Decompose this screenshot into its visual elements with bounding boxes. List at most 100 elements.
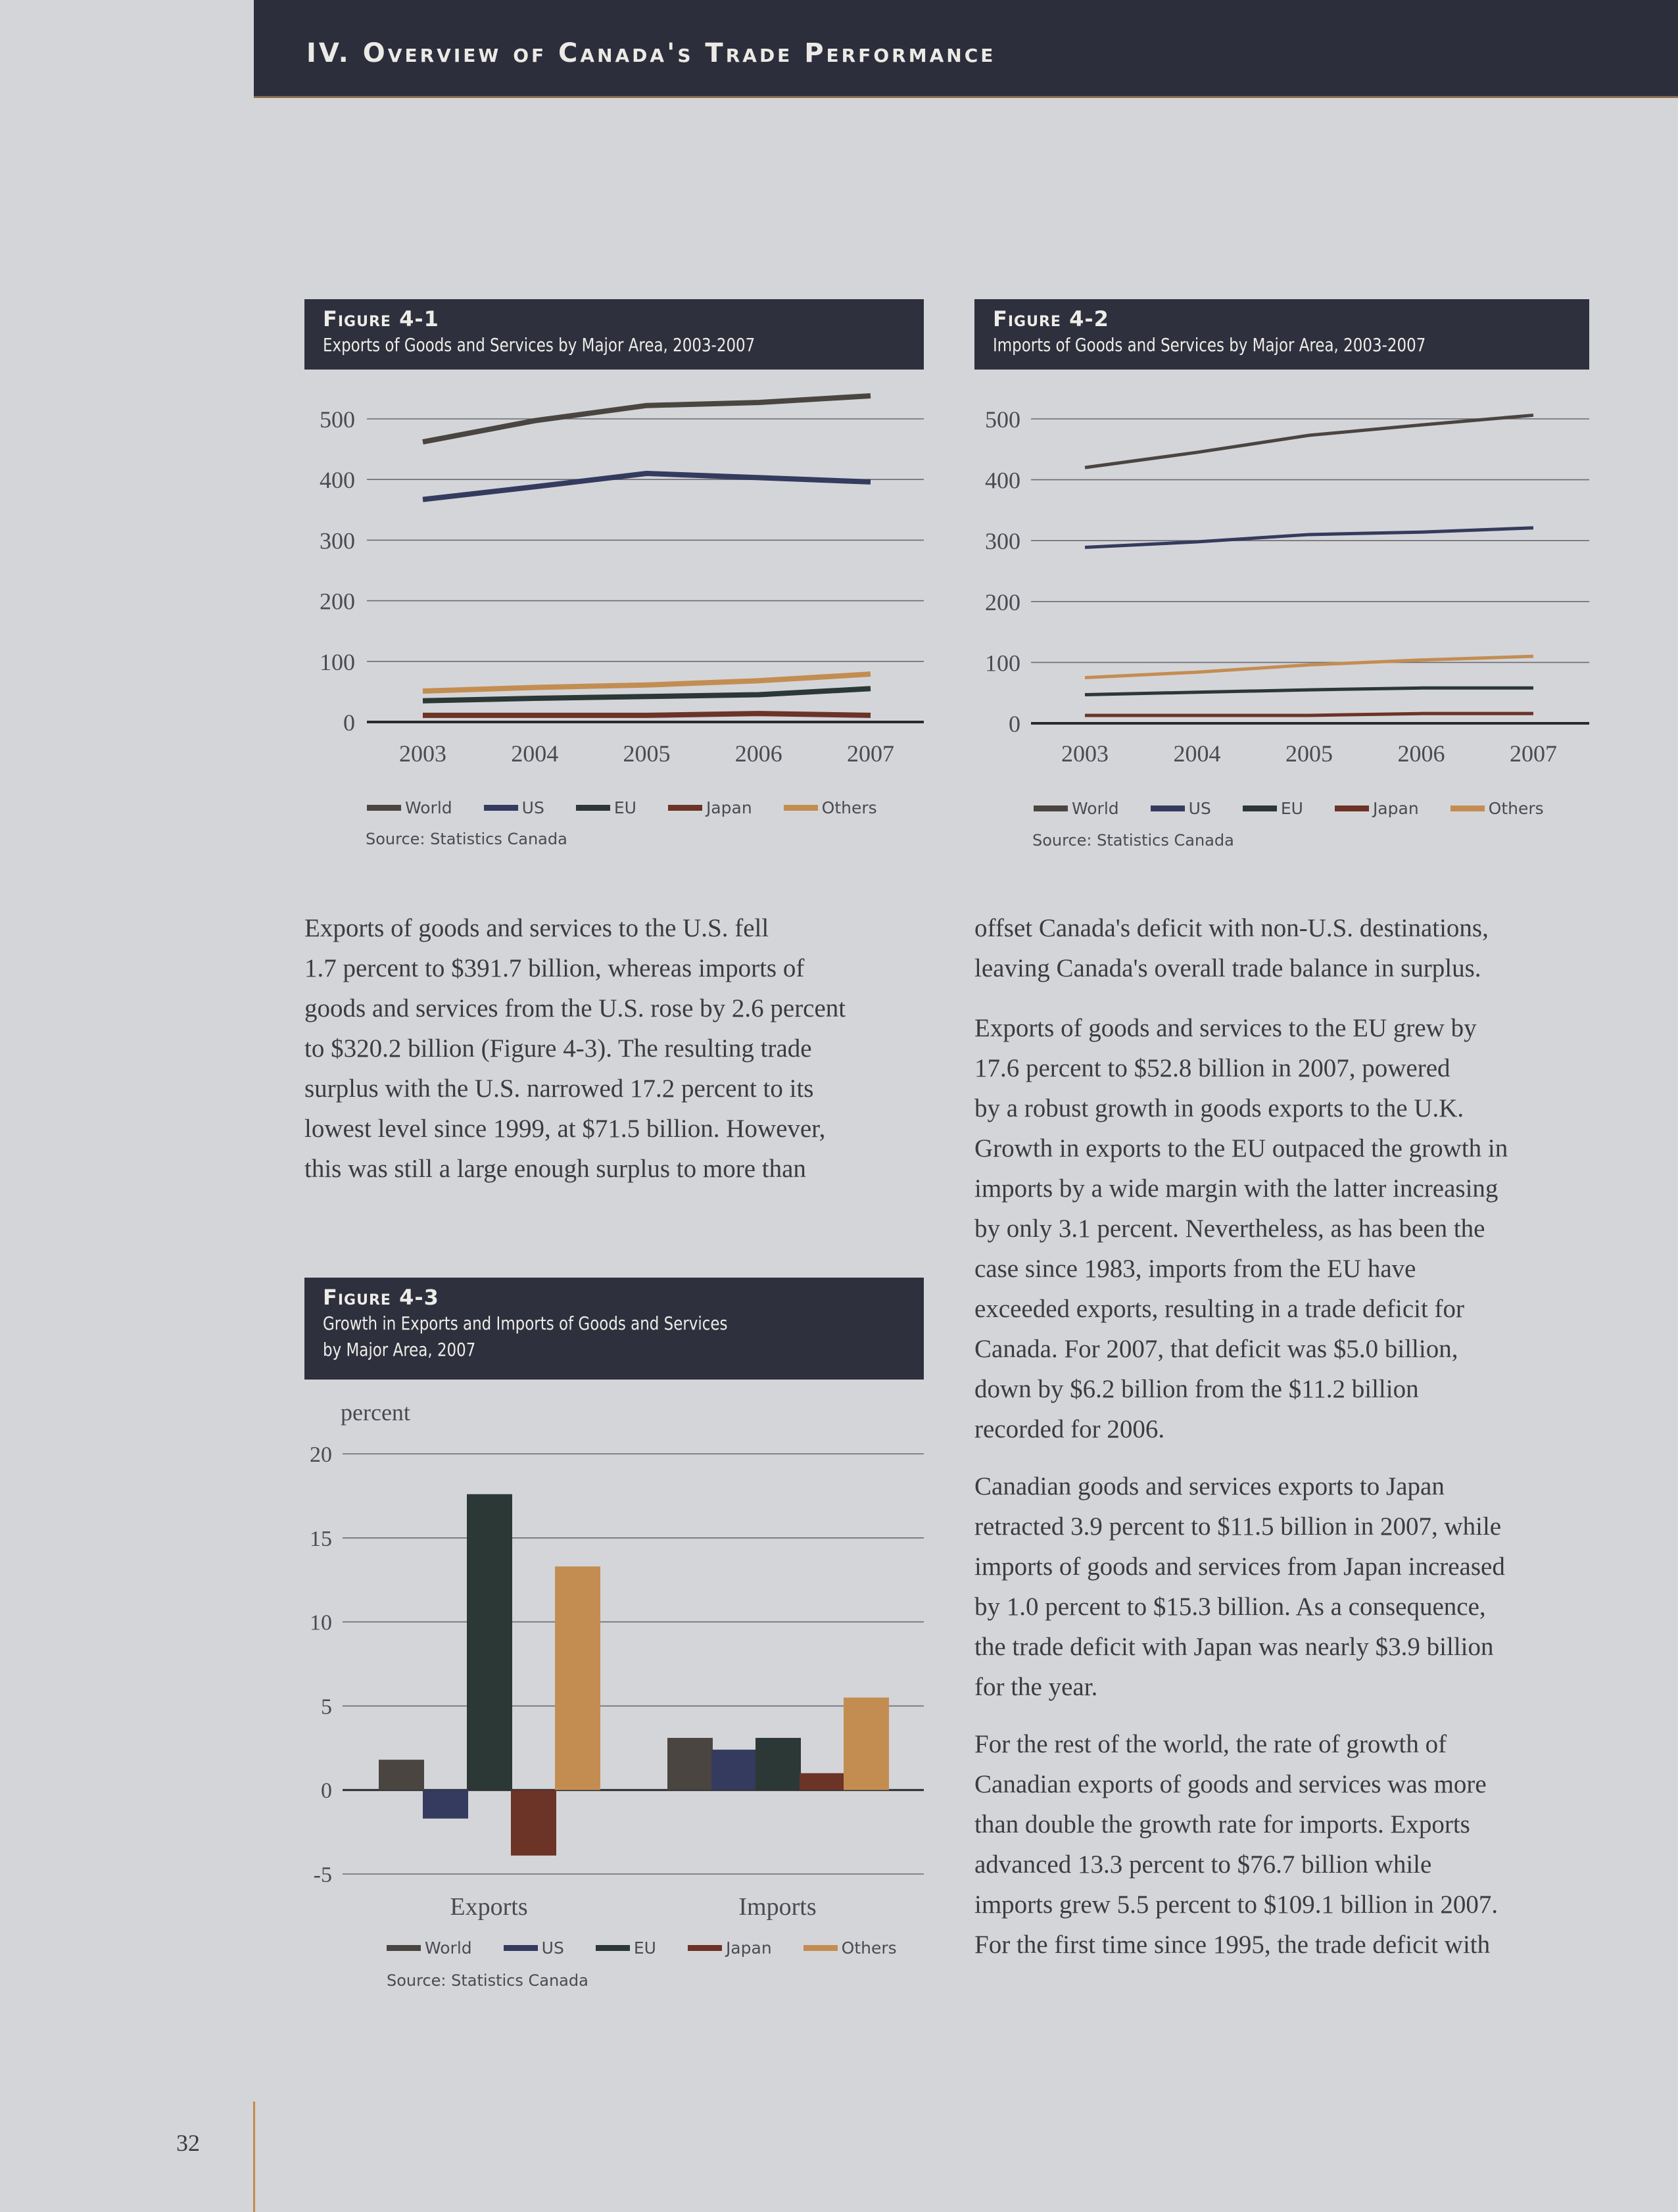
category-label: Imports xyxy=(738,1893,816,1921)
legend-item-eu: EU xyxy=(575,798,636,817)
text-line: advanced 13.3 percent to $76.7 billion w… xyxy=(974,1850,1432,1879)
text-line: Canadian exports of goods and services w… xyxy=(974,1770,1487,1798)
text-line: retracted 3.9 percent to $11.5 billion i… xyxy=(974,1512,1502,1541)
y-tick-label: 15 xyxy=(310,1527,332,1551)
legend-label: World xyxy=(1072,799,1119,818)
legend-item-us: US xyxy=(503,1938,564,1958)
body-paragraph: Canadian goods and services exports to J… xyxy=(974,1466,1505,1707)
figure-4-3-legend: World US EU Japan Others xyxy=(387,1938,928,1958)
legend-item-us: US xyxy=(483,798,544,817)
y-tick-label: 200 xyxy=(985,589,1020,615)
category-label: Exports xyxy=(450,1893,527,1921)
figure-number: Figure 4-2 xyxy=(993,306,1109,331)
legend-label: World xyxy=(405,798,452,817)
legend-item-japan: Japan xyxy=(667,798,752,817)
section-header: IV. Overview of Canada's Trade Performan… xyxy=(254,0,1678,98)
text-line: by a robust growth in goods exports to t… xyxy=(974,1094,1464,1122)
series-line-us xyxy=(1084,526,1534,549)
legend-item-others: Others xyxy=(783,798,877,817)
legend-swatch xyxy=(667,805,702,811)
legend-label: US xyxy=(541,1938,564,1958)
y-tick-label: -5 xyxy=(314,1863,332,1887)
text-line: imports grew 5.5 percent to $109.1 billi… xyxy=(974,1890,1498,1919)
text-line: surplus with the U.S. narrowed 17.2 perc… xyxy=(304,1074,814,1103)
x-tick-label: 2005 xyxy=(1285,740,1333,767)
figure-number: Figure 4-3 xyxy=(323,1285,439,1310)
figure-4-2-header: Figure 4-2 Imports of Goods and Services… xyxy=(974,299,1589,370)
x-tick-label: 2007 xyxy=(847,740,894,767)
y-tick-label: 0 xyxy=(1009,711,1020,737)
bar-exports-others xyxy=(555,1566,600,1791)
x-tick-label: 2005 xyxy=(623,740,671,767)
legend-item-world: World xyxy=(387,1938,472,1958)
bar-exports-world xyxy=(379,1760,424,1791)
legend-swatch xyxy=(483,805,518,811)
series-line-eu xyxy=(422,686,871,704)
x-tick-label: 2004 xyxy=(511,740,558,767)
text-line: for the year. xyxy=(974,1673,1098,1701)
text-line: lowest level since 1999, at $71.5 billio… xyxy=(304,1115,826,1143)
text-line: this was still a large enough surplus to… xyxy=(304,1155,806,1183)
figure-4-1-header: Figure 4-1 Exports of Goods and Services… xyxy=(304,299,924,370)
y-tick-label: 400 xyxy=(320,467,355,493)
y-tick-label: 5 xyxy=(321,1695,332,1719)
text-line: goods and services from the U.S. rose by… xyxy=(304,994,846,1022)
legend-label: US xyxy=(1188,799,1211,818)
x-tick-label: 2006 xyxy=(735,740,782,767)
legend-label: EU xyxy=(633,1938,656,1958)
legend-item-japan: Japan xyxy=(687,1938,772,1958)
legend-swatch xyxy=(1150,805,1185,811)
legend-swatch xyxy=(1450,805,1485,811)
legend-item-us: US xyxy=(1150,799,1211,818)
legend-item-eu: EU xyxy=(1242,799,1303,818)
legend-label: Others xyxy=(821,798,877,817)
series-line-world xyxy=(422,393,871,445)
y-tick-label: 0 xyxy=(343,709,355,736)
bar-imports-eu xyxy=(755,1737,801,1791)
legend-label: Others xyxy=(841,1938,897,1958)
legend-item-others: Others xyxy=(1450,799,1544,818)
body-paragraph: offset Canada's deficit with non-U.S. de… xyxy=(974,908,1489,988)
series-line-eu xyxy=(1084,686,1533,696)
figure-4-2-source: Source: Statistics Canada xyxy=(1032,831,1234,850)
legend-label: Japan xyxy=(706,798,752,817)
text-line: down by $6.2 billion from the $11.2 bill… xyxy=(974,1375,1419,1403)
text-line: to $320.2 billion (Figure 4-3). The resu… xyxy=(304,1034,812,1063)
body-paragraph: Exports of goods and services to the U.S… xyxy=(304,908,846,1189)
y-tick-label: 20 xyxy=(310,1443,332,1467)
bar-imports-us xyxy=(711,1749,757,1791)
x-tick-label: 2004 xyxy=(1174,740,1221,767)
y-tick-label: 500 xyxy=(985,406,1020,433)
text-line: Canadian goods and services exports to J… xyxy=(974,1472,1445,1501)
legend-swatch xyxy=(575,805,610,811)
legend-label: US xyxy=(521,798,544,817)
y-tick-label: 400 xyxy=(985,468,1020,494)
x-tick-label: 2007 xyxy=(1510,740,1557,767)
text-line: Growth in exports to the EU outpaced the… xyxy=(974,1134,1508,1163)
legend-swatch xyxy=(1334,805,1369,811)
series-line-others xyxy=(422,671,871,694)
legend-swatch xyxy=(595,1945,630,1951)
page-margin-rule xyxy=(253,2102,255,2212)
body-paragraph: For the rest of the world, the rate of g… xyxy=(974,1724,1498,1965)
section-title: IV. Overview of Canada's Trade Performan… xyxy=(306,38,996,68)
legend-swatch xyxy=(687,1945,722,1951)
legend-swatch xyxy=(1242,805,1277,811)
legend-swatch xyxy=(387,1945,421,1951)
text-line: For the first time since 1995, the trade… xyxy=(974,1931,1491,1959)
series-line-others xyxy=(1084,654,1534,680)
bar-exports-us xyxy=(423,1790,468,1819)
text-line: 17.6 percent to $52.8 billion in 2007, p… xyxy=(974,1054,1450,1082)
text-line: case since 1983, imports from the EU hav… xyxy=(974,1255,1416,1283)
legend-swatch xyxy=(367,805,401,811)
text-line: imports of goods and services from Japan… xyxy=(974,1552,1505,1581)
legend-item-world: World xyxy=(1034,799,1119,818)
legend-swatch xyxy=(1034,805,1068,811)
figure-4-2-legend: World US EU Japan Others xyxy=(1034,799,1575,818)
x-tick-label: 2003 xyxy=(399,740,446,767)
y-tick-label: 100 xyxy=(320,649,355,675)
legend-label: Japan xyxy=(725,1938,772,1958)
text-line: 1.7 percent to $391.7 billion, whereas i… xyxy=(304,954,805,982)
legend-swatch xyxy=(783,805,818,811)
text-line: Exports of goods and services to the EU … xyxy=(974,1014,1477,1042)
